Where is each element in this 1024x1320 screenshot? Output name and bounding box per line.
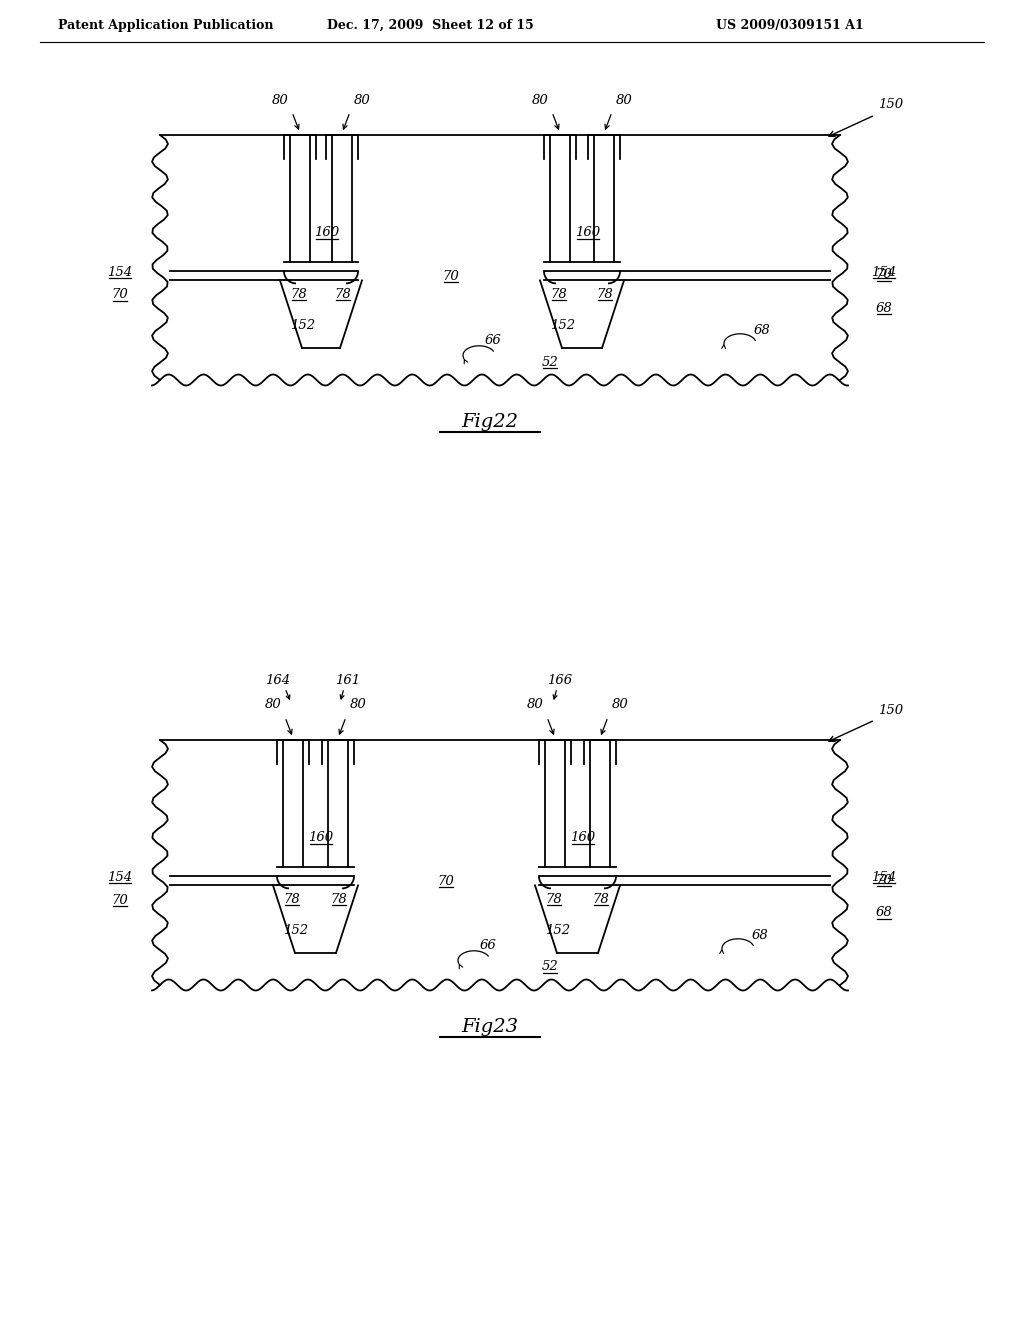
Text: 154: 154 bbox=[108, 265, 132, 279]
Text: 166: 166 bbox=[548, 673, 572, 686]
Text: Dec. 17, 2009  Sheet 12 of 15: Dec. 17, 2009 Sheet 12 of 15 bbox=[327, 18, 534, 32]
Text: Fig22: Fig22 bbox=[462, 413, 518, 432]
Text: 154: 154 bbox=[871, 265, 897, 279]
Text: 70: 70 bbox=[876, 874, 892, 887]
Text: 68: 68 bbox=[876, 907, 892, 920]
Text: 160: 160 bbox=[575, 226, 600, 239]
Text: 154: 154 bbox=[871, 871, 897, 884]
Text: 160: 160 bbox=[570, 830, 596, 843]
Text: 66: 66 bbox=[479, 939, 497, 952]
Text: 78: 78 bbox=[597, 288, 613, 301]
Text: 80: 80 bbox=[531, 94, 549, 107]
Text: 78: 78 bbox=[291, 288, 307, 301]
Text: 160: 160 bbox=[314, 226, 340, 239]
Text: 68: 68 bbox=[876, 301, 892, 314]
Text: 152: 152 bbox=[545, 924, 570, 937]
Text: 78: 78 bbox=[551, 288, 567, 301]
Text: 52: 52 bbox=[542, 355, 558, 368]
Text: 80: 80 bbox=[615, 94, 633, 107]
Text: 68: 68 bbox=[754, 323, 770, 337]
Text: 152: 152 bbox=[290, 319, 315, 331]
Text: 78: 78 bbox=[593, 892, 609, 906]
Text: 150: 150 bbox=[878, 99, 903, 111]
Text: 80: 80 bbox=[271, 94, 289, 107]
Text: 78: 78 bbox=[546, 892, 562, 906]
Text: 70: 70 bbox=[876, 268, 892, 281]
Text: 80: 80 bbox=[264, 698, 282, 711]
Text: 70: 70 bbox=[442, 269, 460, 282]
Text: Patent Application Publication: Patent Application Publication bbox=[58, 18, 273, 32]
Text: 164: 164 bbox=[265, 673, 291, 686]
Text: 80: 80 bbox=[349, 698, 367, 711]
Text: Fig23: Fig23 bbox=[462, 1018, 518, 1036]
Text: 80: 80 bbox=[353, 94, 371, 107]
Text: 68: 68 bbox=[752, 929, 768, 942]
Text: 161: 161 bbox=[336, 673, 360, 686]
Text: 70: 70 bbox=[437, 875, 455, 888]
Text: 70: 70 bbox=[112, 894, 128, 907]
Text: 70: 70 bbox=[112, 289, 128, 301]
Text: US 2009/0309151 A1: US 2009/0309151 A1 bbox=[716, 18, 864, 32]
Text: 78: 78 bbox=[331, 892, 347, 906]
Text: 152: 152 bbox=[283, 924, 308, 937]
Text: 80: 80 bbox=[611, 698, 629, 711]
Text: 154: 154 bbox=[108, 871, 132, 884]
Text: 150: 150 bbox=[878, 704, 903, 717]
Text: 152: 152 bbox=[550, 319, 575, 331]
Text: 160: 160 bbox=[308, 830, 334, 843]
Text: 52: 52 bbox=[542, 961, 558, 974]
Text: 78: 78 bbox=[284, 892, 300, 906]
Text: 66: 66 bbox=[484, 334, 502, 347]
Text: 80: 80 bbox=[526, 698, 544, 711]
Text: 78: 78 bbox=[335, 288, 351, 301]
